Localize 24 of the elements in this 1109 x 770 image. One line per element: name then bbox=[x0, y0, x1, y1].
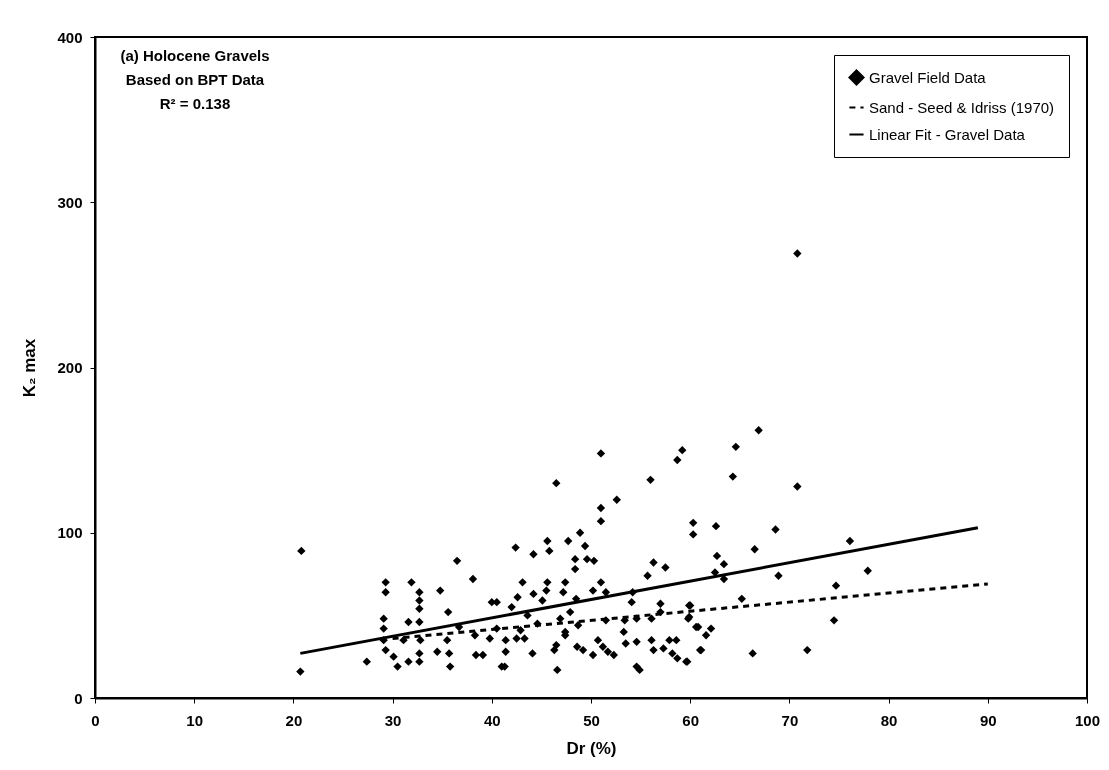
annotation: (a) Holocene Gravels bbox=[120, 47, 270, 64]
x-tick-label: 10 bbox=[186, 711, 204, 729]
x-tick-label: 90 bbox=[979, 711, 997, 729]
legend-label: Gravel Field Data bbox=[869, 68, 987, 86]
x-tick-label: 70 bbox=[781, 711, 799, 729]
annotation: R² = 0.138 bbox=[159, 95, 231, 112]
y-tick-label: 200 bbox=[57, 359, 83, 376]
y-tick-label: 300 bbox=[57, 193, 83, 211]
x-tick-label: 60 bbox=[682, 711, 700, 729]
y-tick-label: 400 bbox=[57, 28, 83, 46]
y-tick-label: 0 bbox=[74, 689, 83, 707]
legend-label: Linear Fit - Gravel Data bbox=[869, 125, 1026, 143]
annotation: Based on BPT Data bbox=[125, 71, 265, 88]
y-tick-label: 100 bbox=[57, 524, 83, 542]
x-tick-label: 40 bbox=[483, 711, 501, 729]
x-tick-label: 100 bbox=[1074, 711, 1101, 729]
x-axis-title: Dr (%) bbox=[566, 738, 617, 758]
y-axis-title: K₂ max bbox=[20, 338, 40, 398]
x-tick-label: 80 bbox=[880, 711, 898, 729]
x-tick-label: 20 bbox=[285, 711, 303, 729]
x-tick-label: 0 bbox=[91, 711, 100, 729]
x-tick-label: 30 bbox=[384, 711, 402, 729]
legend-label: Sand - Seed & Idriss (1970) bbox=[869, 98, 1055, 116]
x-tick-label: 50 bbox=[583, 711, 600, 729]
